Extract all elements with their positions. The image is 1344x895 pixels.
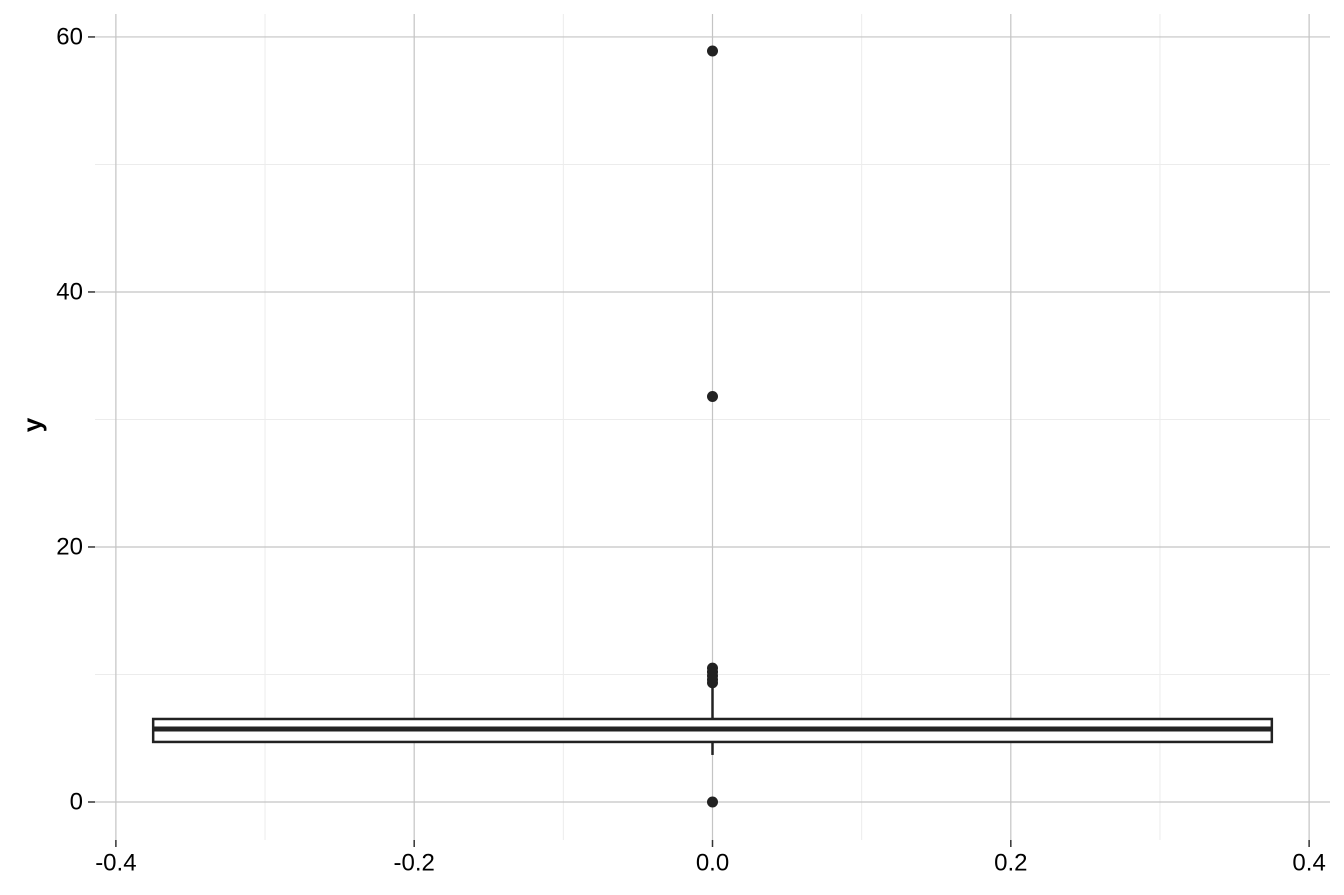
x-tick-label: -0.4 bbox=[95, 849, 136, 876]
outlier bbox=[707, 45, 718, 57]
x-tick-label: 0.4 bbox=[1292, 849, 1325, 876]
y-tick-label: 40 bbox=[56, 278, 83, 305]
outlier bbox=[707, 677, 718, 689]
outlier bbox=[707, 391, 718, 403]
x-tick-label: -0.2 bbox=[394, 849, 435, 876]
y-axis-label: y bbox=[17, 417, 47, 432]
y-tick-label: 60 bbox=[56, 23, 83, 50]
y-tick-label: 0 bbox=[70, 788, 83, 815]
x-tick-label: 0.0 bbox=[696, 849, 729, 876]
x-tick-label: 0.2 bbox=[994, 849, 1027, 876]
y-tick-label: 20 bbox=[56, 533, 83, 560]
outlier bbox=[707, 796, 718, 808]
